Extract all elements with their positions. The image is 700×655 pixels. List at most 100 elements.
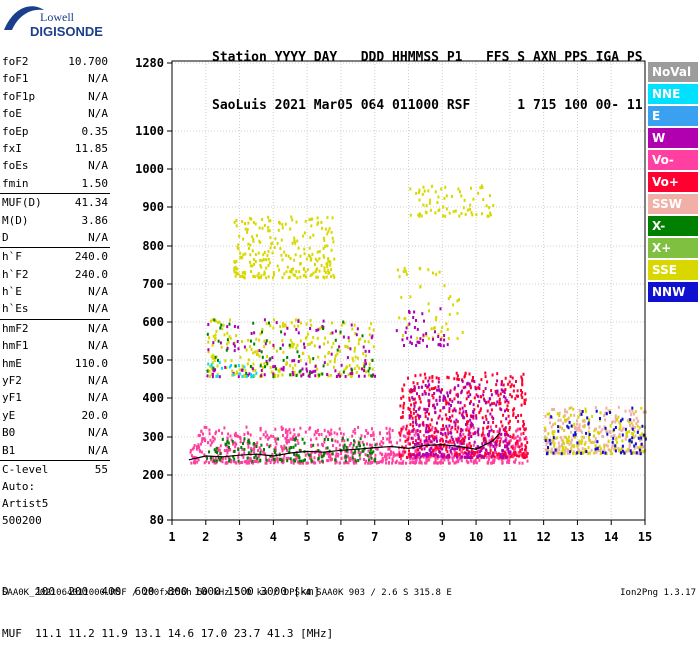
echo-point [227,448,230,451]
echo-point [326,452,329,456]
echo-point [431,379,434,383]
echo-point [409,423,412,427]
echo-point [260,350,263,354]
echo-point [447,418,450,422]
echo-point [481,442,484,446]
echo-point [278,268,281,272]
echo-point [467,390,470,394]
param-name: hmE [2,356,22,370]
echo-point [312,336,315,339]
echo-point [436,402,439,406]
echo-point [298,456,301,460]
echo-point [621,439,624,443]
echo-point [292,461,295,465]
x-tick-label: 2 [202,530,209,544]
echo-point [321,459,324,463]
echo-point [460,459,463,463]
echo-point [375,447,378,451]
echo-point [279,458,281,462]
echo-point [363,365,366,369]
echo-point [477,453,480,457]
echo-point [478,383,481,387]
echo-point [273,375,276,379]
echo-point [291,359,294,363]
echo-point [470,186,472,190]
echo-point [312,461,315,465]
echo-point [487,400,490,404]
echo-point [440,336,443,340]
echo-point [317,449,320,452]
echo-point [402,404,405,408]
echo-point [567,426,570,430]
echo-point [281,226,284,230]
echo-point [603,445,606,449]
echo-point [233,349,236,353]
echo-point [510,454,513,458]
echo-point [569,450,572,454]
echo-point [309,258,312,262]
echo-point [222,323,225,327]
echo-point [482,426,485,430]
echo-point [417,407,420,411]
echo-point [488,397,491,401]
muf-value: 14.6 [167,627,195,640]
echo-point [243,439,246,443]
echo-point [543,437,546,441]
echo-point [412,411,415,415]
echo-point [281,449,284,453]
echo-point [398,461,401,465]
echo-point [479,450,481,454]
x-tick-label: 1 [168,530,175,544]
echo-point [327,430,330,434]
echo-point [325,435,328,439]
echo-point [598,418,601,422]
echo-point [311,252,314,256]
echo-point [564,435,567,439]
echo-point [347,336,350,340]
echo-point [322,319,325,323]
echo-point [253,342,256,346]
echo-point [620,429,623,433]
echo-point [500,455,502,459]
echo-point [406,455,409,459]
echo-point [480,454,483,458]
echo-point [349,456,352,460]
legend-item: SSW [648,194,698,214]
echo-point [244,227,247,231]
echo-point [440,458,443,462]
echo-point [451,425,454,429]
param-row: foF2 10.700 [0,54,110,71]
echo-point [264,342,267,346]
echo-point [448,416,451,419]
echo-point [305,461,308,465]
echo-point [525,455,528,459]
echo-point [638,446,640,450]
echo-point [413,388,416,392]
echo-point [416,413,419,417]
echo-point [214,450,217,454]
echo-point [448,402,451,406]
echo-point [483,434,486,438]
echo-point [325,446,328,450]
echo-point [238,372,241,376]
echo-point [267,264,270,267]
echo-point [494,442,497,446]
y-tick-label: 800 [142,239,164,253]
echo-point [446,343,449,347]
echo-point [252,362,255,366]
echo-point [300,321,302,325]
echo-point [374,453,377,457]
echo-point [574,426,577,429]
echo-point [280,425,283,429]
echo-point [258,226,261,230]
echo-point [372,345,375,349]
echo-point [369,448,372,452]
echo-point [447,394,449,398]
echo-point [196,460,199,464]
echo-point [213,357,216,361]
echo-point [501,424,504,428]
echo-point [434,426,437,430]
y-tick-label: 300 [142,430,164,444]
echo-point [226,338,229,342]
echo-point [257,449,259,453]
